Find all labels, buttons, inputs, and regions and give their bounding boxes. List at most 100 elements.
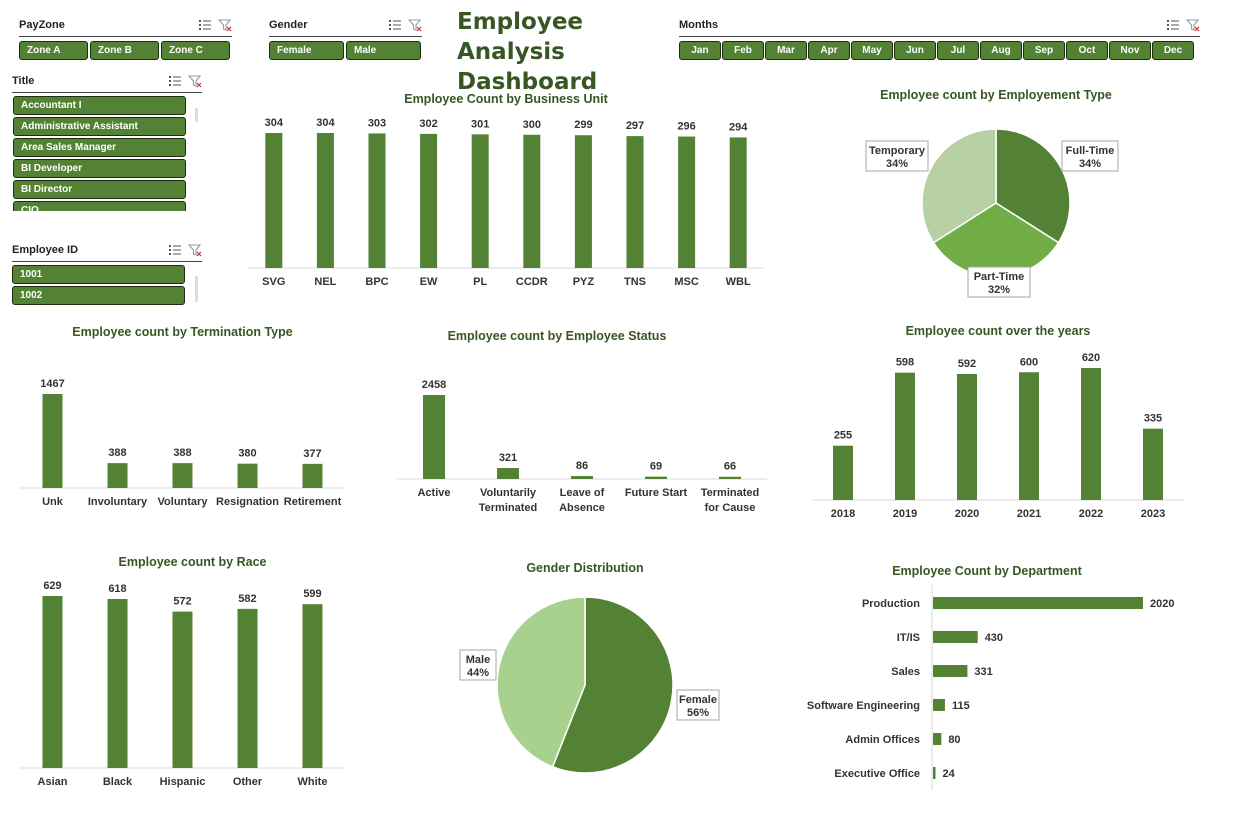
bar[interactable] [1081, 368, 1101, 500]
business-unit-chart: 304 SVG 304 NEL 303 BPC 302 EW 301 PL 300 CCDR 299 PY… [248, 117, 764, 288]
multi-select-icon[interactable] [388, 18, 402, 32]
employee-id-option[interactable]: 1002 [12, 286, 185, 305]
category-label: Sales [891, 666, 920, 678]
bar[interactable] [497, 468, 519, 479]
bar[interactable] [933, 665, 968, 677]
bar[interactable] [1143, 428, 1163, 500]
bar[interactable] [678, 136, 696, 268]
pie-slice[interactable] [496, 596, 586, 768]
bar[interactable] [933, 699, 945, 711]
title-option[interactable]: Area Sales Manager [13, 138, 186, 157]
gender-option[interactable]: Male [346, 41, 421, 60]
title-option[interactable]: BI Director [13, 180, 186, 199]
bar[interactable] [302, 463, 323, 488]
category-label: Leave of [560, 487, 605, 499]
title-option[interactable]: Accountant I [13, 96, 186, 115]
category-label: SVG [262, 276, 285, 288]
multi-select-icon[interactable] [1166, 18, 1180, 32]
data-label: 430 [985, 632, 1003, 644]
bar[interactable] [645, 476, 667, 479]
bar[interactable] [107, 599, 128, 768]
bar[interactable] [316, 133, 334, 268]
clear-filter-icon[interactable] [1186, 18, 1200, 32]
bar[interactable] [265, 133, 283, 268]
month-option[interactable]: Jan [679, 41, 721, 60]
department-chart-title: Employee Count by Department [892, 564, 1082, 578]
bar[interactable] [237, 463, 258, 488]
clear-filter-icon[interactable] [188, 243, 202, 257]
gender-option[interactable]: Female [269, 41, 344, 60]
month-option[interactable]: Jul [937, 41, 979, 60]
title-option[interactable]: BI Developer [13, 159, 186, 178]
clear-filter-icon[interactable] [188, 74, 202, 88]
clear-filter-icon[interactable] [218, 18, 232, 32]
data-label: 629 [43, 580, 61, 592]
multi-select-icon[interactable] [168, 243, 182, 257]
month-option[interactable]: Apr [808, 41, 850, 60]
bar[interactable] [933, 733, 942, 745]
bar[interactable] [42, 596, 63, 768]
bar[interactable] [571, 476, 593, 479]
bar[interactable] [420, 133, 438, 268]
bar[interactable] [833, 445, 853, 500]
slice-label: Part-Time [974, 271, 1025, 283]
clear-filter-icon[interactable] [408, 18, 422, 32]
payzone-option[interactable]: Zone B [90, 41, 159, 60]
month-option[interactable]: Sep [1023, 41, 1065, 60]
month-option[interactable]: Mar [765, 41, 807, 60]
bar[interactable] [42, 394, 63, 488]
bar[interactable] [302, 604, 323, 768]
title-option[interactable]: Administrative Assistant [13, 117, 186, 136]
month-option[interactable]: May [851, 41, 893, 60]
category-label: Absence [559, 502, 605, 514]
bar[interactable] [933, 631, 978, 643]
data-label: 380 [238, 448, 256, 460]
employee-id-option[interactable]: 1001 [12, 265, 185, 284]
bar[interactable] [957, 373, 977, 500]
month-option[interactable]: Nov [1109, 41, 1151, 60]
bar[interactable] [933, 767, 936, 779]
payzone-option[interactable]: Zone A [19, 41, 88, 60]
category-label: Involuntary [88, 496, 148, 508]
employee-id-slicer: Employee ID 1001 1002 [12, 242, 202, 305]
bar[interactable] [237, 608, 258, 768]
month-option[interactable]: Dec [1152, 41, 1194, 60]
bar[interactable] [626, 136, 644, 268]
bar[interactable] [172, 611, 193, 768]
data-label: 377 [303, 448, 321, 460]
slice-label: Full-Time [1066, 145, 1115, 157]
bar[interactable] [368, 133, 386, 268]
month-option[interactable]: Aug [980, 41, 1022, 60]
multi-select-icon[interactable] [168, 74, 182, 88]
callout-box [459, 649, 497, 681]
bar[interactable] [523, 134, 541, 268]
bar[interactable] [107, 463, 128, 488]
bar[interactable] [574, 135, 592, 268]
month-option[interactable]: Jun [894, 41, 936, 60]
data-label: 304 [265, 117, 284, 129]
employee-id-slicer-scrollbar[interactable] [195, 276, 198, 302]
data-label: 302 [419, 118, 437, 130]
payzone-option[interactable]: Zone C [161, 41, 230, 60]
bar[interactable] [933, 597, 1143, 609]
race-chart: 629 Asian 618 Black 572 Hispanic 582 Other 599 Wh… [20, 580, 345, 788]
bar[interactable] [719, 476, 741, 479]
bar[interactable] [172, 463, 193, 488]
category-label: Terminated [701, 487, 759, 499]
month-option[interactable]: Feb [722, 41, 764, 60]
data-label: 599 [303, 588, 321, 600]
title-slicer-scrollbar[interactable] [195, 108, 198, 122]
month-option[interactable]: Oct [1066, 41, 1108, 60]
category-label: EW [420, 276, 438, 288]
pie-slice[interactable] [921, 128, 997, 244]
bar[interactable] [1019, 372, 1039, 500]
bar[interactable] [423, 395, 445, 479]
pie-slice[interactable] [551, 596, 674, 774]
category-label: NEL [314, 276, 336, 288]
title-option[interactable]: CIO [13, 201, 186, 211]
bar[interactable] [729, 137, 747, 268]
multi-select-icon[interactable] [198, 18, 212, 32]
bar[interactable] [895, 372, 915, 500]
bar[interactable] [471, 134, 489, 268]
payzone-slicer-title: PayZone [19, 19, 65, 31]
